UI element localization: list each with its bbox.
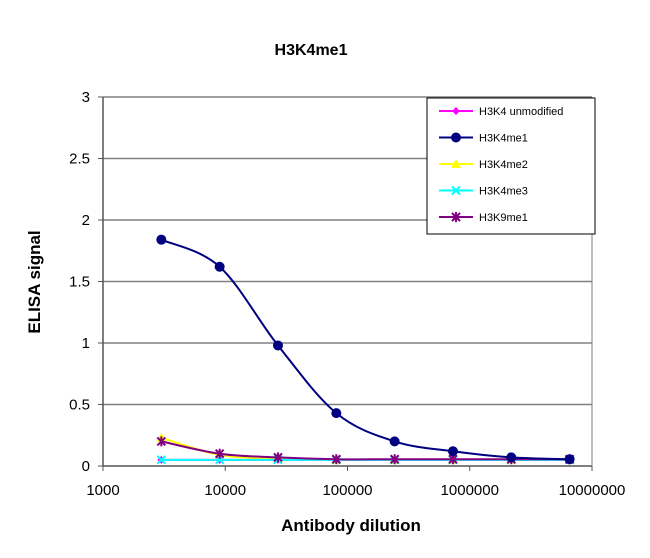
legend-label: H3K4me3 bbox=[479, 186, 528, 198]
y-tick-label: 3 bbox=[82, 89, 90, 106]
y-tick-label: 1 bbox=[82, 335, 90, 352]
legend-item: H3K4me1 bbox=[439, 132, 528, 145]
y-tick-label: 0 bbox=[82, 458, 90, 475]
legend: H3K4 unmodified H3K4me1 H3K4me2 H3K4me3 H3K9… bbox=[426, 97, 596, 235]
gridlines bbox=[103, 96, 592, 406]
legend-item: H3K4 unmodified bbox=[439, 106, 563, 118]
x-tick-label: 100000 bbox=[322, 482, 372, 499]
legend-item: H3K4me2 bbox=[439, 159, 528, 171]
x-tick-label: 1000000 bbox=[441, 482, 499, 499]
y-tick-labels: 0 0.5 1 1.5 2 2.5 3 bbox=[69, 89, 90, 475]
legend-label: H3K4me2 bbox=[479, 159, 528, 171]
y-tick-label: 2 bbox=[82, 212, 90, 229]
y-axis-label: ELISA signal bbox=[25, 230, 44, 333]
chart-title: H3K4me1 bbox=[275, 42, 348, 59]
data-series bbox=[156, 234, 575, 465]
axes bbox=[98, 96, 593, 471]
legend-label: H3K4me1 bbox=[479, 133, 528, 145]
y-tick-label: 1.5 bbox=[69, 274, 90, 291]
y-tick-label: 2.5 bbox=[69, 151, 90, 168]
y-tick-label: 0.5 bbox=[69, 397, 90, 414]
legend-label: H3K9me1 bbox=[479, 212, 528, 224]
x-axis-label: Antibody dilution bbox=[281, 516, 421, 535]
legend-item: H3K9me1 bbox=[439, 212, 528, 224]
legend-label: H3K4 unmodified bbox=[479, 106, 563, 118]
x-tick-labels: 1000 10000 100000 1000000 10000000 bbox=[86, 482, 625, 499]
series-h3k4me1 bbox=[156, 234, 575, 465]
x-tick-label: 1000 bbox=[86, 482, 119, 499]
x-tick-label: 10000 bbox=[204, 482, 246, 499]
legend-item: H3K4me3 bbox=[439, 186, 528, 198]
x-tick-label: 10000000 bbox=[559, 482, 626, 499]
